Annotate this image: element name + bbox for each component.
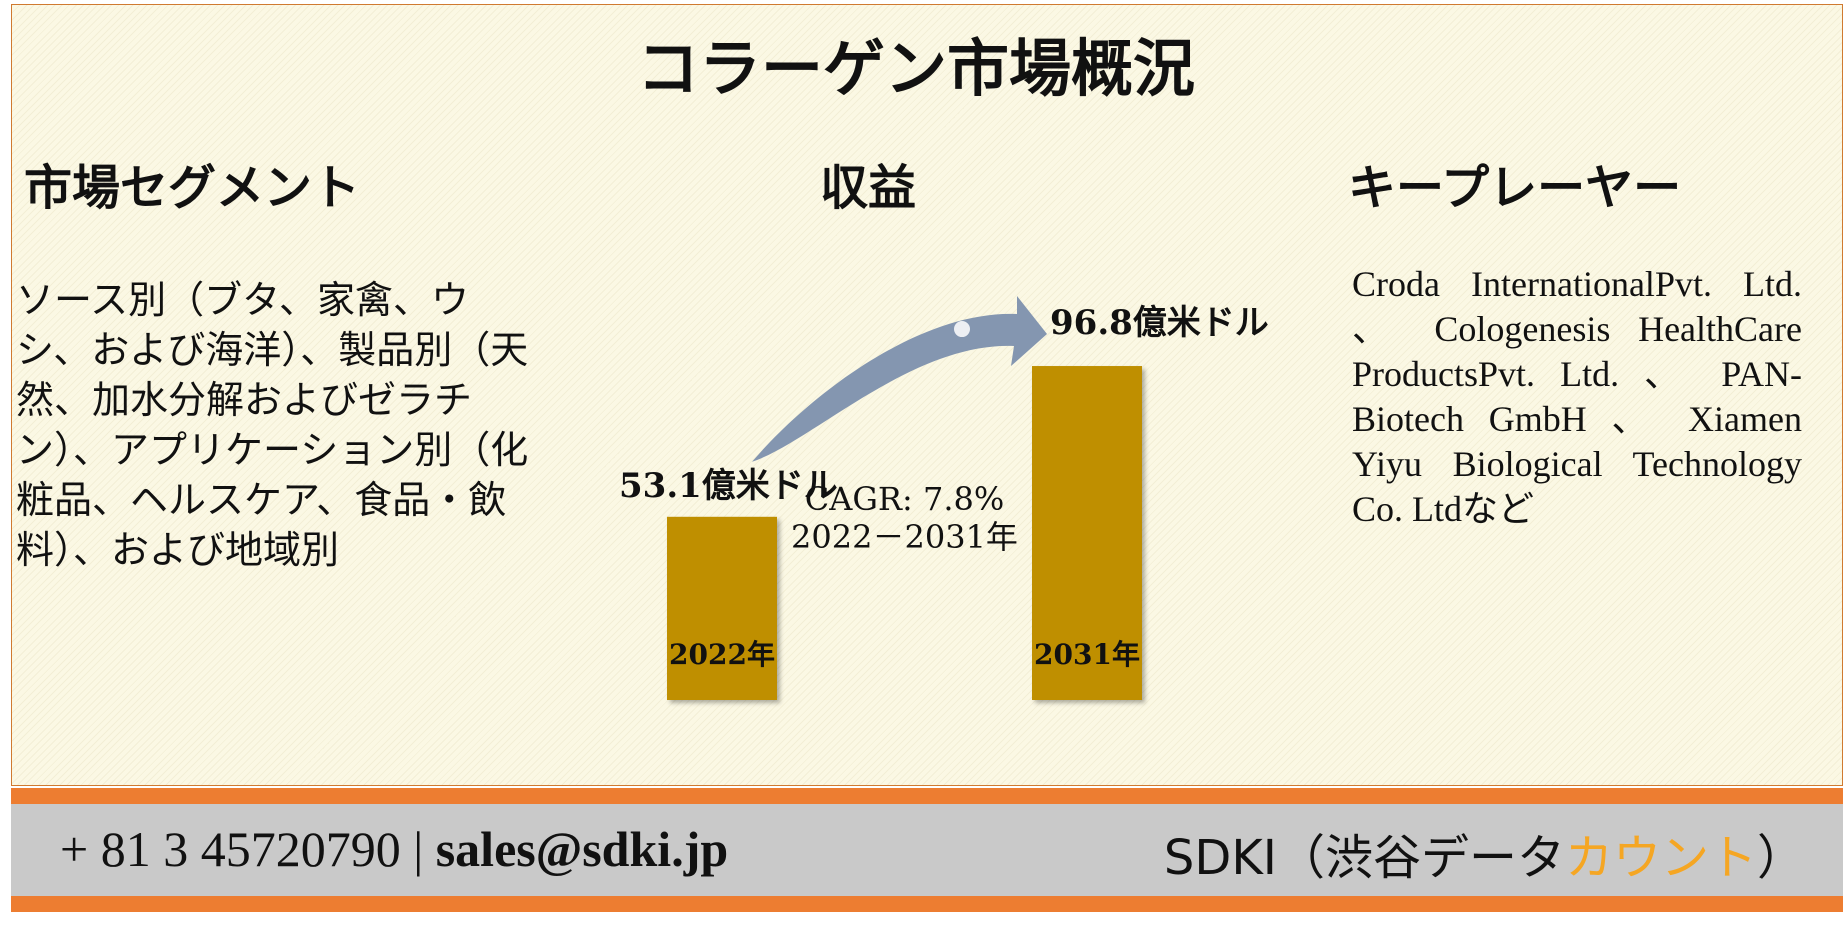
segments-heading: 市場セグメント: [24, 160, 361, 216]
key-players-heading: キープレーヤー: [1348, 160, 1682, 216]
segments-text: ソース別（ブタ、家禽、ウシ、および海洋）、製品別（天然、加水分解およびゼラチン）…: [16, 278, 529, 572]
bar-2022年: [667, 516, 777, 700]
brand-accent: カウント: [1564, 830, 1757, 886]
phone-number: + 81 3 45720790: [60, 821, 401, 877]
contact-info: + 81 3 45720790 | sales@sdki.jp: [60, 820, 728, 878]
footer-top-stripe: [11, 788, 1843, 804]
value-label-end: 96.8億米ドル: [1050, 303, 1269, 343]
growth-arrow: [752, 296, 1047, 462]
key-players-text: Croda InternationalPvt. Ltd. 、 Cologenes…: [1352, 264, 1802, 529]
brand-suffix: ）: [1756, 830, 1805, 886]
brand-name: SDKI（渋谷データカウント）: [1164, 818, 1805, 888]
cagr-label: CAGR: 7.8%: [805, 480, 1005, 518]
bar-2031年: [1032, 366, 1142, 700]
category-label: 2031年: [1034, 638, 1140, 671]
arrow-highlight: [954, 321, 970, 338]
brand-prefix: SDKI（渋谷データ: [1163, 830, 1565, 886]
category-label: 2022年: [669, 638, 775, 671]
separator: |: [413, 821, 424, 877]
page-title: コラーゲン市場概況: [636, 32, 1195, 105]
value-label-start: 53.1億米ドル: [619, 466, 838, 506]
cagr-period-label: 2022－2031年: [791, 518, 1018, 556]
revenue-heading: 収益: [820, 160, 917, 216]
footer-bottom-stripe: [11, 896, 1843, 912]
overview-card: [11, 4, 1843, 786]
footer-band: [11, 804, 1843, 896]
email-link[interactable]: sales@sdki.jp: [435, 821, 729, 877]
